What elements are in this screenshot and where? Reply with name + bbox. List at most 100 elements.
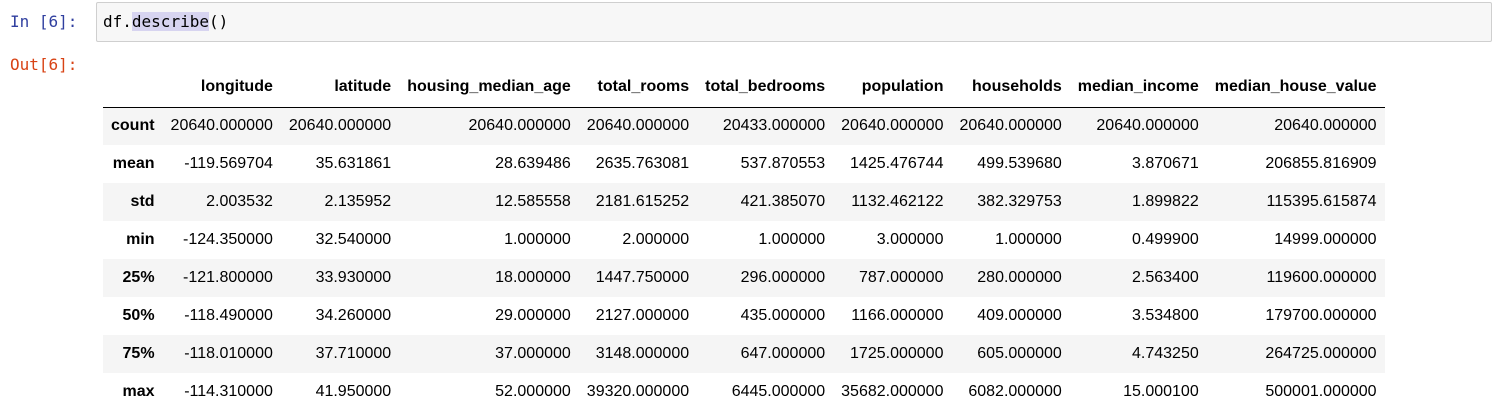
- table-cell: 20640.000000: [468, 117, 571, 135]
- table-cell: 35.631861: [315, 155, 392, 172]
- table-cell: 1.000000: [504, 231, 571, 248]
- table-cell: 3148.000000: [595, 345, 690, 362]
- column-header: median_income: [1069, 68, 1207, 108]
- row-label: count: [111, 117, 155, 135]
- table-cell: 33.930000: [315, 269, 392, 286]
- selected-text: describe: [131, 12, 209, 31]
- table-cell: -124.350000: [183, 231, 273, 248]
- table-cell: 20640.000000: [841, 117, 944, 135]
- table-cell: 605.000000: [977, 345, 1062, 362]
- table-row: mean -119.569704 35.631861 28.639486 2635.76…: [103, 145, 1385, 183]
- table-cell: 2127.000000: [595, 307, 690, 324]
- table-cell: 20640.000000: [1096, 117, 1199, 135]
- table-cell: 2.563400: [1132, 269, 1199, 286]
- table-cell: 1132.462122: [851, 193, 944, 210]
- table-cell: 2.135952: [324, 193, 392, 210]
- code-suffix: (): [208, 12, 229, 31]
- table-cell: 1.000000: [995, 231, 1062, 248]
- code-cell-input[interactable]: df.describe(): [96, 2, 1492, 42]
- table-cell: 409.000000: [977, 307, 1062, 324]
- table-cell: -121.800000: [183, 269, 273, 286]
- table-row: 75% -118.010000 37.710000 37.000000 3148.000…: [103, 335, 1385, 373]
- table-row: 25% -121.800000 33.930000 18.000000 1447.750…: [103, 259, 1385, 297]
- table-row: min -124.350000 32.540000 1.000000 2.000000 1…: [103, 221, 1385, 259]
- table-row: std 2.003532 2.135952 12.585558 2181.615252 4…: [103, 183, 1385, 221]
- table-cell: 14999.000000: [1274, 231, 1377, 248]
- table-cell: 3.534800: [1132, 307, 1199, 324]
- table-cell: 20640.000000: [170, 117, 273, 135]
- table-cell: 500001.000000: [1265, 383, 1377, 400]
- row-label: 75%: [122, 345, 155, 362]
- table-cell: 1.000000: [758, 231, 826, 248]
- table-cell: 6082.000000: [968, 383, 1062, 400]
- column-header: population: [833, 68, 952, 108]
- row-label: max: [122, 383, 155, 400]
- row-label: 50%: [122, 307, 155, 324]
- column-header: median_house_value: [1206, 68, 1385, 108]
- column-header: housing_median_age: [399, 68, 579, 108]
- table-cell: 52.000000: [495, 383, 571, 400]
- table-cell: 2635.763081: [595, 155, 690, 172]
- table-cell: 37.710000: [315, 345, 392, 362]
- table-cell: 382.329753: [977, 193, 1062, 210]
- table-cell: 2.003532: [206, 193, 273, 210]
- table-cell: 28.639486: [495, 155, 571, 172]
- table-cell: 647.000000: [740, 345, 826, 362]
- column-header: total_bedrooms: [697, 68, 834, 108]
- table-cell: 6445.000000: [731, 383, 826, 400]
- table-cell: 537.870553: [740, 155, 826, 172]
- table-cell: 2.000000: [622, 231, 690, 248]
- column-header: households: [951, 68, 1070, 108]
- table-cell: 3.870671: [1132, 155, 1199, 172]
- table-cell: 119600.000000: [1266, 269, 1377, 286]
- table-cell: 115395.615874: [1266, 193, 1377, 210]
- table-cell: 179700.000000: [1265, 307, 1377, 324]
- table-row: max -114.310000 41.950000 52.000000 39320.00…: [103, 373, 1385, 411]
- table-cell: 1447.750000: [595, 269, 690, 286]
- table-cell: 296.000000: [740, 269, 826, 286]
- table-cell: 20433.000000: [722, 117, 826, 135]
- table-header-row: longitude latitude housing_median_age total…: [103, 68, 1385, 108]
- table-cell: 41.950000: [315, 383, 392, 400]
- table-cell: 20640.000000: [1274, 117, 1377, 135]
- row-label: min: [126, 231, 155, 248]
- table-cell: 264725.000000: [1265, 345, 1377, 362]
- table-cell: 1166.000000: [851, 307, 944, 324]
- table-cell: 29.000000: [495, 307, 571, 324]
- table-cell: 15.000100: [1123, 383, 1199, 400]
- index-header: [103, 68, 163, 108]
- output-prompt: Out[6]:: [10, 55, 78, 74]
- table-row: count 20640.000000 20640.000000 20640.00000…: [103, 107, 1385, 145]
- column-header: longitude: [162, 68, 281, 108]
- table-cell: 787.000000: [858, 269, 944, 286]
- row-label: std: [130, 193, 155, 210]
- input-prompt: In [6]:: [10, 12, 78, 31]
- table-body: count 20640.000000 20640.000000 20640.00000…: [103, 107, 1385, 411]
- table-cell: -118.010000: [184, 345, 273, 362]
- code-editor[interactable]: df.describe(): [103, 12, 228, 32]
- cell-output: longitude latitude housing_median_age total…: [103, 68, 1385, 411]
- table-cell: 37.000000: [495, 345, 571, 362]
- row-label: mean: [112, 155, 155, 172]
- table-cell: 4.743250: [1132, 345, 1199, 362]
- table-cell: 3.000000: [876, 231, 944, 248]
- table-cell: 280.000000: [977, 269, 1062, 286]
- table-cell: 32.540000: [315, 231, 392, 248]
- table-cell: 39320.000000: [586, 383, 690, 400]
- table-cell: -114.310000: [184, 383, 273, 400]
- column-header: total_rooms: [578, 68, 698, 108]
- table-cell: 1425.476744: [850, 155, 944, 172]
- table-cell: 2181.615252: [595, 193, 690, 210]
- table-cell: 499.539680: [977, 155, 1062, 172]
- table-cell: 421.385070: [740, 193, 826, 210]
- table-cell: 34.260000: [315, 307, 392, 324]
- column-header: latitude: [280, 68, 400, 108]
- dataframe-table: longitude latitude housing_median_age total…: [103, 68, 1385, 411]
- table-cell: 1725.000000: [850, 345, 944, 362]
- table-cell: 20640.000000: [959, 117, 1062, 135]
- table-cell: 435.000000: [740, 307, 826, 324]
- table-cell: 18.000000: [495, 269, 571, 286]
- code-prefix: df.: [103, 12, 132, 31]
- table-cell: 1.899822: [1132, 193, 1199, 210]
- table-cell: 12.585558: [495, 193, 571, 210]
